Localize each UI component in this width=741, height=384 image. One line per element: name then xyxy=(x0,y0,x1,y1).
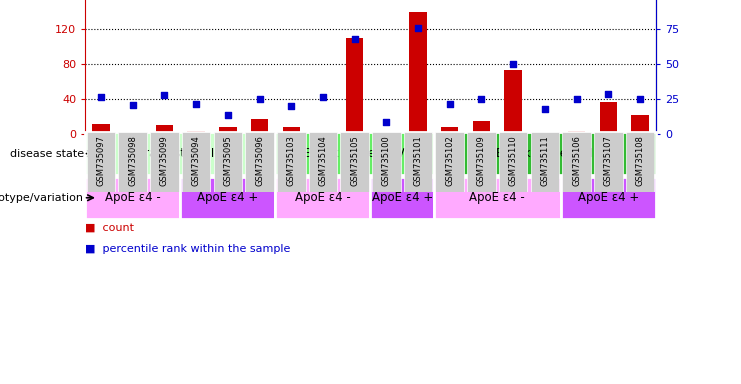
Point xyxy=(159,92,170,98)
Text: GSM735104: GSM735104 xyxy=(319,136,328,186)
Bar xyxy=(409,12,427,134)
Point xyxy=(190,101,202,107)
Bar xyxy=(180,177,276,219)
Bar xyxy=(156,125,173,134)
Bar xyxy=(314,132,332,134)
Bar xyxy=(436,132,464,192)
Bar xyxy=(378,132,395,134)
Text: GSM735110: GSM735110 xyxy=(508,136,518,186)
Text: GSM735108: GSM735108 xyxy=(636,136,645,186)
Text: GSM735095: GSM735095 xyxy=(223,136,233,186)
Bar xyxy=(372,132,401,192)
Text: GSM735106: GSM735106 xyxy=(572,136,581,186)
Text: ApoE ε4 -: ApoE ε4 - xyxy=(105,191,161,204)
Text: ApoE ε4 -: ApoE ε4 - xyxy=(295,191,350,204)
Bar xyxy=(213,132,242,192)
Bar xyxy=(124,132,142,134)
Bar xyxy=(562,132,591,192)
Text: GSM735101: GSM735101 xyxy=(413,136,422,186)
Bar xyxy=(219,127,236,134)
Bar xyxy=(531,132,559,192)
Bar xyxy=(87,132,116,192)
Bar xyxy=(594,132,622,192)
Point xyxy=(253,96,265,103)
Text: GSM735094: GSM735094 xyxy=(192,136,201,186)
Text: GSM735102: GSM735102 xyxy=(445,136,454,186)
Text: ApoE ε4 -: ApoE ε4 - xyxy=(469,191,525,204)
Bar xyxy=(282,126,300,134)
Text: GSM735099: GSM735099 xyxy=(160,136,169,186)
Text: GSM735105: GSM735105 xyxy=(350,136,359,186)
Bar xyxy=(625,132,654,192)
Point xyxy=(476,96,488,103)
Point xyxy=(349,36,361,42)
Bar xyxy=(434,132,656,175)
Bar xyxy=(599,102,617,134)
Text: GSM735096: GSM735096 xyxy=(255,136,264,186)
Point xyxy=(127,102,139,108)
Bar xyxy=(467,132,496,192)
Text: GSM735100: GSM735100 xyxy=(382,136,391,186)
Point xyxy=(444,101,456,107)
Bar xyxy=(251,119,268,134)
Bar xyxy=(561,177,656,219)
Bar xyxy=(276,132,434,175)
Text: GSM735097: GSM735097 xyxy=(96,136,105,186)
Text: genotype/variation: genotype/variation xyxy=(0,193,84,203)
Bar xyxy=(404,132,432,192)
Bar xyxy=(245,132,274,192)
Point xyxy=(634,96,646,103)
Point xyxy=(317,93,329,99)
Text: Braak stage I-II: Braak stage I-II xyxy=(136,147,225,160)
Text: GSM735109: GSM735109 xyxy=(477,136,486,186)
Bar xyxy=(276,177,370,219)
Bar xyxy=(505,70,522,134)
Point xyxy=(412,25,424,31)
Text: GSM735103: GSM735103 xyxy=(287,136,296,186)
Bar xyxy=(119,132,147,192)
Bar xyxy=(340,132,369,192)
Bar xyxy=(568,131,585,134)
Bar xyxy=(536,132,554,134)
Text: ApoE ε4 +: ApoE ε4 + xyxy=(578,191,639,204)
Point xyxy=(285,103,297,109)
Text: Braak stage V-VI: Braak stage V-VI xyxy=(496,147,594,160)
Bar xyxy=(346,38,363,134)
Bar xyxy=(473,121,490,134)
Text: Braak stage III-IV: Braak stage III-IV xyxy=(305,147,405,160)
Bar xyxy=(277,132,305,192)
Point xyxy=(539,106,551,112)
Bar xyxy=(85,177,180,219)
Point xyxy=(380,119,392,125)
Bar xyxy=(93,124,110,134)
Point xyxy=(95,93,107,99)
Text: ApoE ε4 +: ApoE ε4 + xyxy=(371,191,433,204)
Point xyxy=(571,96,582,103)
Text: GSM735111: GSM735111 xyxy=(540,136,549,186)
Text: ApoE ε4 +: ApoE ε4 + xyxy=(197,191,259,204)
Bar xyxy=(631,115,648,134)
Bar xyxy=(309,132,337,192)
Bar xyxy=(370,177,434,219)
Point xyxy=(602,91,614,97)
Bar xyxy=(150,132,179,192)
Text: ■  percentile rank within the sample: ■ percentile rank within the sample xyxy=(85,244,290,254)
Bar xyxy=(499,132,528,192)
Bar xyxy=(441,127,459,134)
Text: GSM735098: GSM735098 xyxy=(128,136,137,186)
Bar xyxy=(182,132,210,192)
Text: disease state: disease state xyxy=(10,149,84,159)
Point xyxy=(507,61,519,68)
Bar xyxy=(85,132,276,175)
Point xyxy=(222,112,233,118)
Text: ■  count: ■ count xyxy=(85,223,134,233)
Bar xyxy=(187,131,205,134)
Text: GSM735107: GSM735107 xyxy=(604,136,613,186)
Bar xyxy=(434,177,561,219)
